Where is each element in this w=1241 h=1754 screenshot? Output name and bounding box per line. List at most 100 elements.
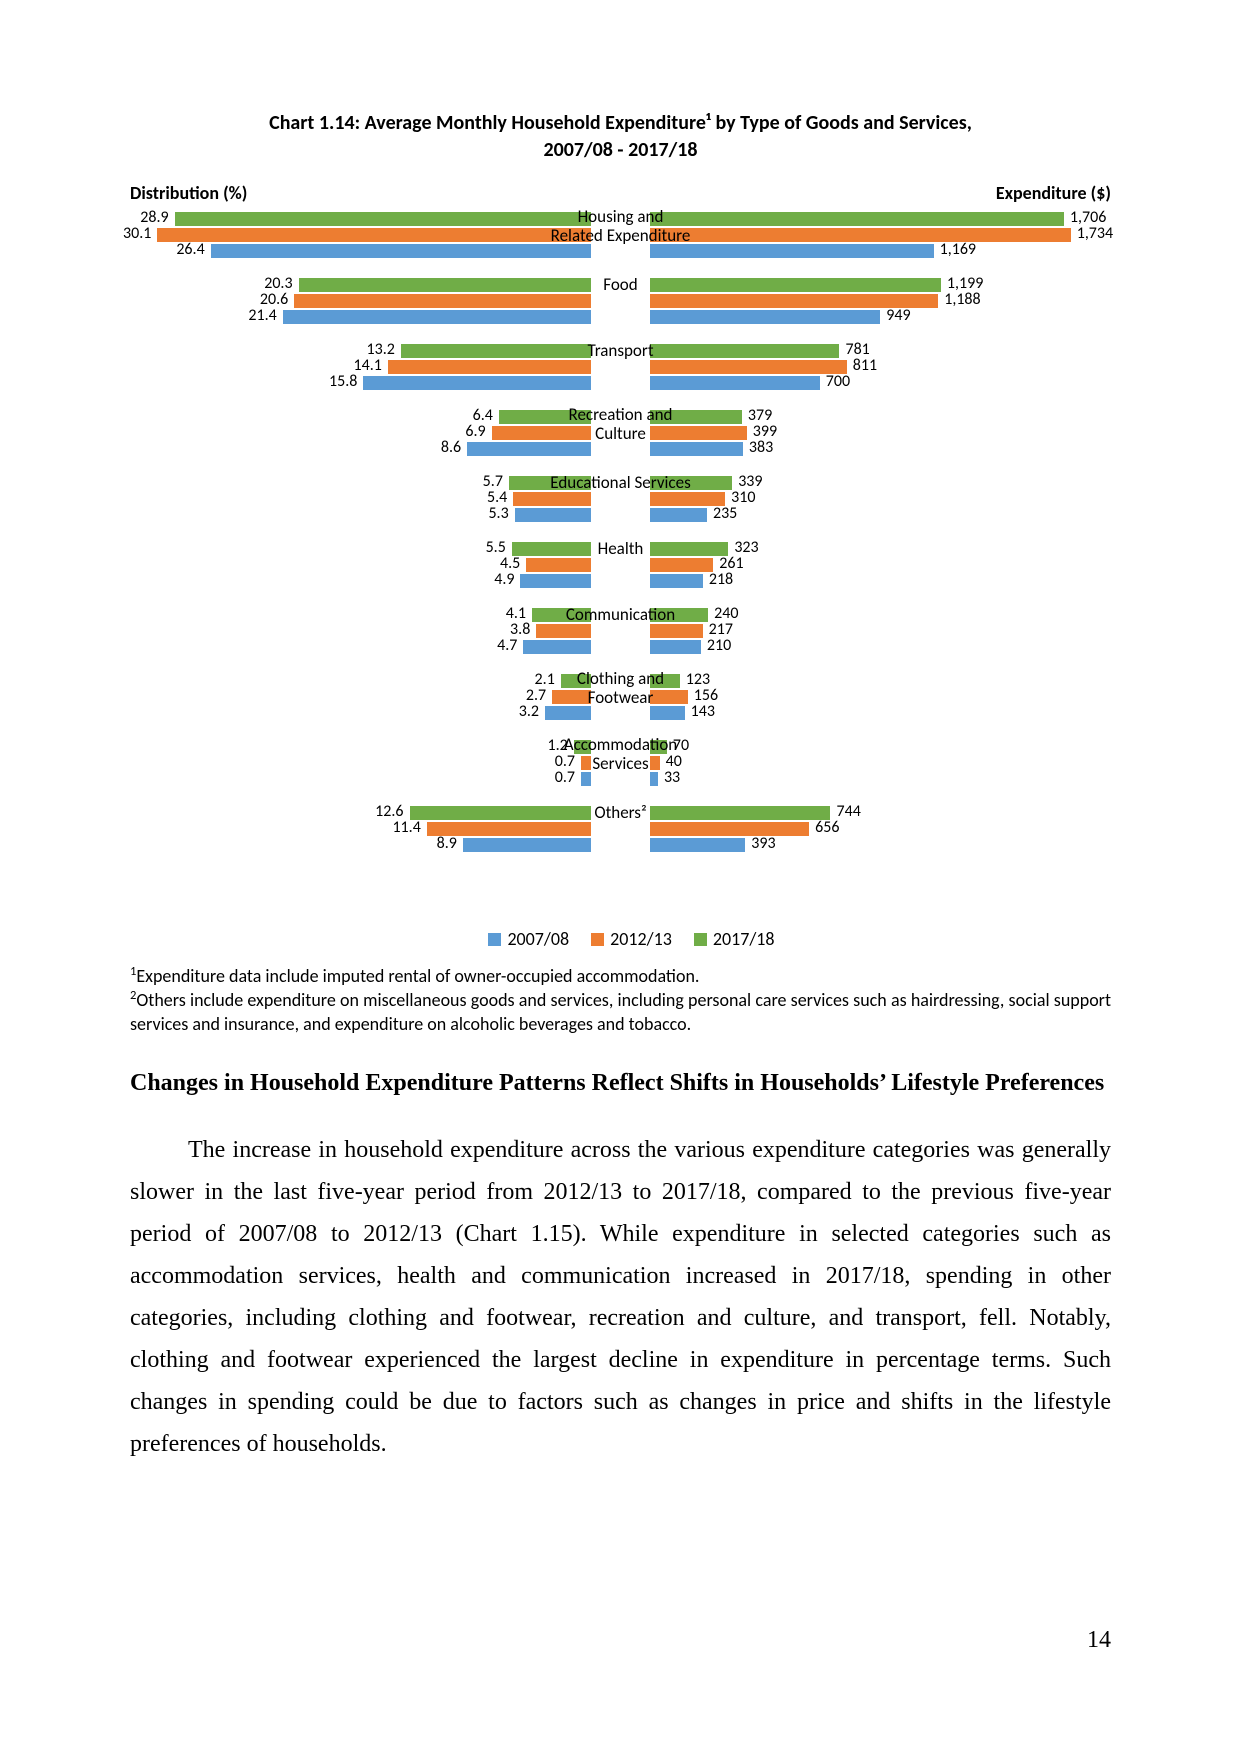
chart-category-row: Transport13.214.115.8781811700 <box>130 342 1111 404</box>
dist-value: 2.7 <box>526 689 546 703</box>
dist-bar <box>492 426 591 440</box>
dist-bar <box>509 476 591 490</box>
exp-bar <box>650 376 820 390</box>
exp-value: 261 <box>719 557 743 571</box>
exp-value: 1,169 <box>940 243 976 257</box>
exp-bar <box>650 360 847 374</box>
exp-bar <box>650 542 728 556</box>
chart-title-line1: Chart 1.14: Average Monthly Household Ex… <box>269 111 972 135</box>
chart-category-row: AccommodationServices1.20.70.7704033 <box>130 738 1111 800</box>
dist-bar <box>513 492 591 506</box>
exp-bar <box>650 772 658 786</box>
exp-bar <box>650 426 747 440</box>
dist-value: 13.2 <box>367 343 395 357</box>
exp-value: 217 <box>709 623 733 637</box>
dist-value: 21.4 <box>248 309 276 323</box>
dist-value: 0.7 <box>555 771 575 785</box>
exp-value: 656 <box>815 821 839 835</box>
exp-value: 811 <box>853 359 877 373</box>
exp-value: 744 <box>836 805 860 819</box>
dist-bar <box>175 212 591 226</box>
chart-legend: 2007/082012/132017/18 <box>130 928 1111 950</box>
exp-bar <box>650 674 680 688</box>
dist-bar <box>410 806 592 820</box>
chart-footnotes: 1Expenditure data include imputed rental… <box>130 964 1111 1036</box>
dist-bar <box>401 344 591 358</box>
chart-category-row: Clothing andFootwear2.12.73.2123156143 <box>130 672 1111 734</box>
dist-value: 12.6 <box>375 805 403 819</box>
exp-bar <box>650 838 745 852</box>
footnote-1: Expenditure data include imputed rental … <box>136 965 699 987</box>
exp-value: 1,188 <box>944 293 980 307</box>
dist-value: 4.1 <box>506 607 526 621</box>
dist-bar <box>294 294 591 308</box>
exp-bar <box>650 706 685 720</box>
dist-value: 4.5 <box>500 557 520 571</box>
exp-value: 1,734 <box>1077 227 1113 241</box>
exp-bar <box>650 508 707 522</box>
legend-swatch <box>694 933 707 946</box>
dist-value: 1.2 <box>548 739 568 753</box>
exp-bar <box>650 740 667 754</box>
exp-bar <box>650 244 934 258</box>
dist-bar <box>561 674 591 688</box>
dist-bar <box>299 278 591 292</box>
exp-bar <box>650 442 743 456</box>
dist-bar <box>523 640 591 654</box>
exp-value: 1,706 <box>1070 211 1106 225</box>
legend-label: 2007/08 <box>507 928 569 950</box>
exp-value: 156 <box>694 689 718 703</box>
chart-category-row: Communication4.13.84.7240217210 <box>130 606 1111 668</box>
footnote-2: Others include expenditure on miscellane… <box>130 989 1111 1034</box>
legend-label: 2012/13 <box>610 928 672 950</box>
chart-category-row: Housing andRelated Expenditure28.930.126… <box>130 210 1111 272</box>
exp-bar <box>650 756 660 770</box>
dist-value: 28.9 <box>140 211 168 225</box>
dist-value: 26.4 <box>176 243 204 257</box>
chart-title: Chart 1.14: Average Monthly Household Ex… <box>130 110 1111 164</box>
exp-value: 218 <box>709 573 733 587</box>
dist-value: 8.9 <box>437 837 457 851</box>
exp-value: 143 <box>691 705 715 719</box>
exp-bar <box>650 608 708 622</box>
dist-value: 4.7 <box>497 639 517 653</box>
exp-value: 393 <box>751 837 775 851</box>
exp-bar <box>650 212 1064 226</box>
dist-value: 6.4 <box>473 409 493 423</box>
exp-bar <box>650 228 1071 242</box>
exp-bar <box>650 310 880 324</box>
chart-category-row: Health5.54.54.9323261218 <box>130 540 1111 602</box>
dist-bar <box>499 410 591 424</box>
exp-value: 40 <box>666 755 682 769</box>
exp-value: 33 <box>664 771 680 785</box>
exp-value: 339 <box>738 475 762 489</box>
dist-bar <box>552 690 591 704</box>
exp-bar <box>650 822 809 836</box>
dist-value: 14.1 <box>354 359 382 373</box>
dist-bar <box>283 310 591 324</box>
dist-bar <box>463 838 591 852</box>
exp-bar <box>650 344 840 358</box>
exp-value: 379 <box>748 409 772 423</box>
butterfly-chart: Distribution (%) Expenditure ($) Housing… <box>130 182 1111 902</box>
dist-bar <box>512 542 591 556</box>
dist-bar <box>532 608 591 622</box>
exp-value: 1,199 <box>947 277 983 291</box>
chart-category-row: Others²12.611.48.9744656393 <box>130 804 1111 866</box>
dist-bar <box>467 442 591 456</box>
exp-value: 399 <box>753 425 777 439</box>
dist-value: 30.1 <box>123 227 151 241</box>
dist-value: 0.7 <box>555 755 575 769</box>
exp-value: 240 <box>714 607 738 621</box>
chart-category-row: Food20.320.621.41,1991,188949 <box>130 276 1111 338</box>
exp-bar <box>650 278 941 292</box>
dist-bar <box>363 376 591 390</box>
dist-bar <box>515 508 591 522</box>
exp-value: 210 <box>707 639 731 653</box>
axis-label-left: Distribution (%) <box>130 182 247 204</box>
dist-value: 2.1 <box>535 673 555 687</box>
exp-value: 383 <box>749 441 773 455</box>
section-heading: Changes in Household Expenditure Pattern… <box>130 1066 1111 1101</box>
legend-swatch <box>591 933 604 946</box>
chart-category-row: Recreation andCulture6.46.98.6379399383 <box>130 408 1111 470</box>
